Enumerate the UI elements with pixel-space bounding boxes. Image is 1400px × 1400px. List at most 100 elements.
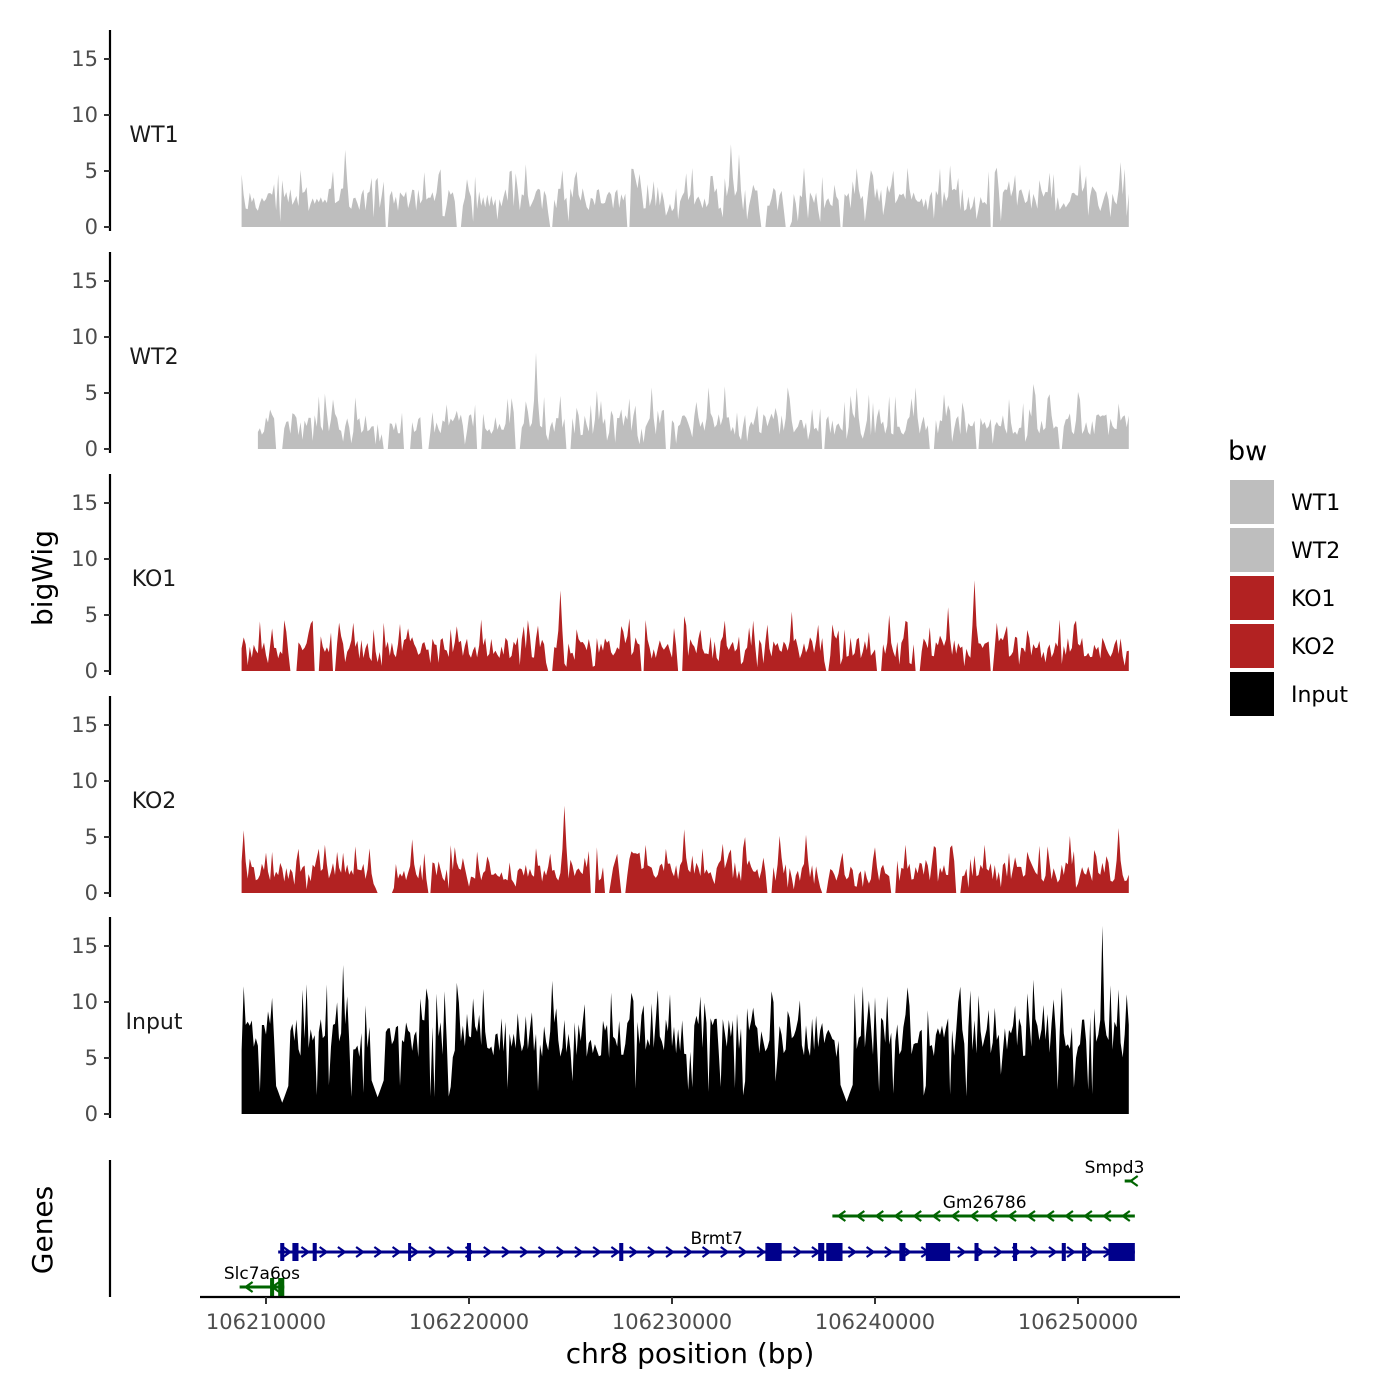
y-tick-label: 10 bbox=[71, 325, 98, 349]
gene-label: Smpd3 bbox=[1085, 1158, 1145, 1178]
strand-chevron bbox=[410, 1246, 420, 1258]
y-tick-label: 0 bbox=[85, 215, 98, 239]
legend-key-wt2 bbox=[1230, 528, 1274, 572]
strand-chevron bbox=[993, 1246, 1004, 1258]
strand-chevron bbox=[537, 1246, 548, 1258]
track-ko2: 0 5 10 15 KO2 bbox=[71, 696, 1129, 905]
strand-chevron bbox=[1084, 1246, 1095, 1258]
legend-title: bw bbox=[1228, 436, 1267, 467]
strand-chevron bbox=[931, 1210, 941, 1222]
y-tick-label: 0 bbox=[85, 881, 98, 905]
strand-chevron bbox=[1045, 1210, 1055, 1222]
strand-chevron bbox=[1007, 1210, 1017, 1222]
legend-label-ko2: KO2 bbox=[1291, 635, 1336, 660]
exon-block bbox=[826, 1243, 843, 1261]
legend-label-wt1: WT1 bbox=[1291, 491, 1340, 516]
strand-chevron bbox=[610, 1246, 621, 1258]
strand-chevron bbox=[1026, 1210, 1036, 1222]
gene-smpd3: Smpd3 bbox=[1085, 1158, 1145, 1187]
exon-block bbox=[312, 1243, 317, 1261]
coverage-area-ko1 bbox=[241, 580, 1129, 671]
track-label-ko1: KO1 bbox=[132, 567, 177, 592]
strand-chevron bbox=[1083, 1210, 1093, 1222]
x-axis: 106210000 106220000 106230000 106240000 1062… bbox=[200, 1295, 1180, 1334]
x-tick-label: 106210000 bbox=[206, 1310, 326, 1334]
legend-label-ko1: KO1 bbox=[1291, 587, 1336, 612]
strand-chevron bbox=[391, 1246, 402, 1258]
exon-block bbox=[619, 1243, 624, 1261]
strand-chevron bbox=[1030, 1246, 1040, 1258]
strand-chevron bbox=[628, 1246, 639, 1258]
strand-chevron bbox=[969, 1210, 979, 1222]
track-input: 0 5 10 15 Input bbox=[71, 917, 1129, 1126]
strand-chevron bbox=[847, 1246, 858, 1258]
strand-chevron bbox=[855, 1210, 865, 1222]
strand-chevron bbox=[893, 1210, 903, 1222]
strand-chevron bbox=[373, 1246, 384, 1258]
y-tick-label: 15 bbox=[71, 491, 98, 515]
y-tick-label: 15 bbox=[71, 269, 98, 293]
strand-chevron bbox=[300, 1246, 311, 1258]
exon-block bbox=[270, 1278, 275, 1296]
strand-chevron bbox=[428, 1246, 438, 1258]
legend-key-wt1 bbox=[1230, 480, 1274, 524]
strand-chevron bbox=[519, 1246, 530, 1258]
exon-block bbox=[899, 1243, 906, 1261]
strand-chevron bbox=[337, 1246, 347, 1258]
x-tick-label: 106230000 bbox=[612, 1310, 732, 1334]
y-axis-title: bigWig bbox=[26, 530, 59, 626]
strand-chevron bbox=[647, 1246, 657, 1258]
strand-chevron bbox=[874, 1210, 884, 1222]
strand-chevron bbox=[738, 1246, 748, 1258]
track-wt2: 0 5 10 15 WT2 bbox=[71, 252, 1129, 461]
strand-chevron bbox=[556, 1246, 566, 1258]
strand-chevron bbox=[756, 1246, 767, 1258]
track-label-wt2: WT2 bbox=[129, 345, 178, 370]
x-axis-title: chr8 position (bp) bbox=[566, 1337, 815, 1370]
coverage-tracks: 0 5 10 15 WT1 0 5 10 15 WT2 0 5 10 15 KO1 0 5 10 15 KO2 0 5 10… bbox=[71, 30, 1129, 1126]
strand-chevron bbox=[282, 1246, 293, 1258]
exon-block bbox=[408, 1243, 412, 1261]
y-tick-label: 10 bbox=[71, 103, 98, 127]
strand-chevron bbox=[1048, 1246, 1058, 1258]
legend-key-ko1 bbox=[1230, 576, 1274, 620]
track-ko1: 0 5 10 15 KO1 bbox=[71, 474, 1129, 683]
strand-chevron bbox=[1120, 1210, 1131, 1222]
strand-chevron bbox=[1101, 1210, 1112, 1222]
legend-label-input: Input bbox=[1291, 683, 1348, 708]
strand-chevron bbox=[592, 1246, 603, 1258]
strand-chevron bbox=[701, 1246, 712, 1258]
exon-block bbox=[1061, 1243, 1066, 1261]
strand-chevron bbox=[1064, 1210, 1074, 1222]
y-tick-label: 0 bbox=[85, 437, 98, 461]
legend-key-ko2 bbox=[1230, 624, 1274, 668]
y-tick-label: 10 bbox=[71, 990, 98, 1014]
y-tick-label: 15 bbox=[71, 47, 98, 71]
y-tick-label: 10 bbox=[71, 769, 98, 793]
strand-chevron bbox=[574, 1246, 584, 1258]
strand-chevron bbox=[793, 1246, 803, 1258]
exon-block bbox=[1082, 1243, 1087, 1261]
genes-axis-title: Genes bbox=[26, 1186, 59, 1274]
strand-chevron bbox=[243, 1281, 254, 1293]
track-wt1: 0 5 10 15 WT1 bbox=[71, 30, 1129, 239]
strand-chevron bbox=[319, 1246, 329, 1258]
y-tick-label: 10 bbox=[71, 547, 98, 571]
strand-chevron bbox=[957, 1246, 967, 1258]
legend: bw WT1 WT2 KO1 KO2 Input bbox=[1228, 436, 1348, 716]
coverage-area-ko2 bbox=[241, 805, 1129, 893]
track-label-wt1: WT1 bbox=[129, 123, 178, 148]
x-tick-label: 106220000 bbox=[409, 1310, 529, 1334]
strand-chevron bbox=[988, 1210, 998, 1222]
strand-chevron bbox=[683, 1246, 694, 1258]
legend-label-wt2: WT2 bbox=[1291, 539, 1340, 564]
strand-chevron bbox=[720, 1246, 730, 1258]
legend-key-input bbox=[1230, 672, 1274, 716]
exon-block bbox=[1013, 1243, 1018, 1261]
y-tick-label: 15 bbox=[71, 713, 98, 737]
gene-label: Gm26786 bbox=[943, 1193, 1027, 1213]
strand-chevron bbox=[884, 1246, 894, 1258]
y-tick-label: 15 bbox=[71, 934, 98, 958]
track-label-ko2: KO2 bbox=[132, 789, 177, 814]
